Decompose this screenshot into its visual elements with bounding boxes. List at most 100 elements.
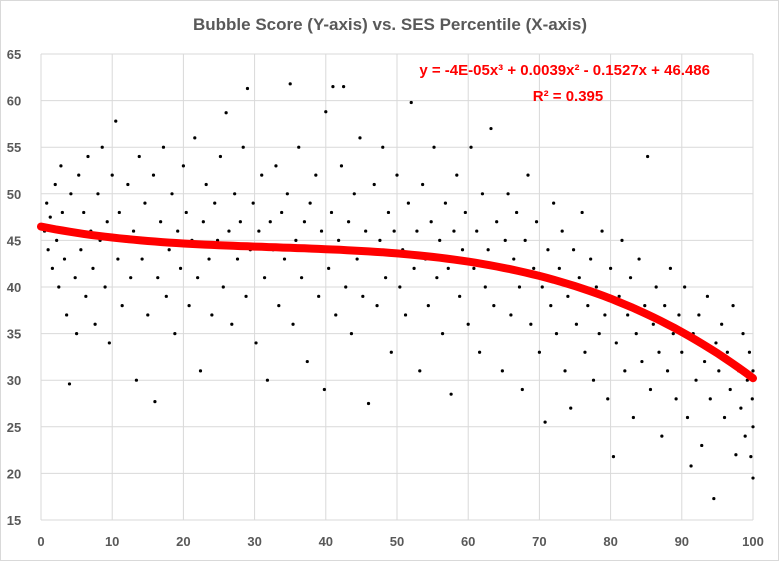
data-point [65, 313, 69, 317]
data-point [443, 201, 448, 205]
data-point [685, 415, 690, 420]
data-point [452, 229, 456, 233]
data-point [631, 415, 635, 420]
data-point [331, 85, 335, 89]
data-point [614, 341, 618, 345]
data-point [82, 210, 86, 215]
data-point [617, 294, 621, 298]
data-point [668, 266, 673, 270]
data-point [297, 145, 301, 149]
data-point [151, 173, 156, 177]
data-point [126, 182, 130, 187]
data-point [193, 136, 197, 140]
x-tick-label: 40 [319, 534, 333, 549]
data-point [455, 173, 459, 177]
y-tick-label: 30 [7, 373, 21, 388]
data-point [503, 238, 507, 242]
y-tick-label: 15 [7, 513, 21, 528]
data-point [181, 164, 185, 168]
data-point [201, 220, 205, 224]
data-point [534, 220, 539, 224]
data-point [159, 220, 163, 224]
data-point [224, 111, 228, 115]
data-point [245, 86, 250, 91]
data-point [389, 350, 393, 354]
data-point [265, 378, 270, 382]
data-point [751, 476, 755, 480]
x-tick-label: 20 [176, 534, 190, 549]
data-point [93, 322, 97, 326]
data-point [563, 369, 567, 373]
data-point [728, 387, 732, 392]
data-point [218, 154, 223, 159]
data-point [569, 406, 573, 410]
data-point [597, 332, 601, 336]
data-point [67, 382, 72, 386]
data-point [395, 173, 399, 177]
data-point [606, 397, 610, 401]
data-point [73, 276, 77, 280]
data-point [257, 229, 261, 233]
data-point [352, 192, 356, 196]
y-tick-label: 25 [7, 420, 21, 435]
data-point [254, 341, 258, 345]
data-point [137, 154, 141, 159]
data-point [305, 359, 309, 364]
data-point [517, 285, 522, 289]
data-point [355, 257, 359, 261]
data-point [529, 322, 533, 326]
data-point [429, 220, 433, 224]
data-point [552, 201, 556, 205]
y-tick-label: 60 [7, 94, 21, 109]
data-point [251, 201, 255, 205]
data-point [277, 304, 281, 308]
data-point [207, 257, 211, 261]
x-tick-label: 90 [675, 534, 689, 549]
data-point [674, 397, 678, 401]
data-point [116, 257, 120, 261]
data-point [50, 266, 54, 270]
data-point [409, 100, 413, 105]
data-point [69, 192, 73, 196]
data-point [285, 192, 289, 196]
data-point [646, 154, 650, 159]
data-point [84, 294, 88, 298]
data-point [173, 332, 177, 336]
data-point [327, 266, 331, 270]
y-tick-label: 65 [7, 47, 21, 62]
data-point [540, 285, 544, 289]
data-point [418, 369, 422, 373]
data-point [412, 266, 416, 270]
data-point [406, 201, 410, 205]
data-point [59, 164, 63, 168]
data-point [178, 266, 183, 270]
data-point [509, 313, 513, 317]
data-point [714, 341, 718, 345]
data-point [233, 192, 237, 196]
x-tick-label: 60 [461, 534, 475, 549]
data-point [637, 257, 641, 261]
data-point [594, 285, 598, 289]
data-point [665, 369, 670, 373]
data-point [55, 238, 59, 242]
x-tick-label: 0 [37, 534, 44, 549]
data-point [500, 369, 504, 373]
data-point [322, 387, 326, 392]
x-tick-label: 100 [742, 534, 764, 549]
trendline-equation: y = -4E-05x³ + 0.0039x² - 0.1527x + 46.4… [419, 62, 710, 79]
data-point [739, 406, 743, 410]
data-point [543, 420, 547, 424]
data-point [77, 173, 81, 177]
data-point [366, 401, 371, 406]
data-point [79, 248, 83, 252]
data-point [196, 276, 200, 280]
data-point [117, 210, 121, 215]
data-point [156, 276, 160, 280]
r-squared-label: R² = 0.395 [533, 88, 603, 105]
data-point [600, 229, 604, 233]
data-point [677, 313, 681, 317]
data-point [549, 304, 553, 308]
data-point [460, 248, 465, 252]
data-point [734, 453, 738, 457]
